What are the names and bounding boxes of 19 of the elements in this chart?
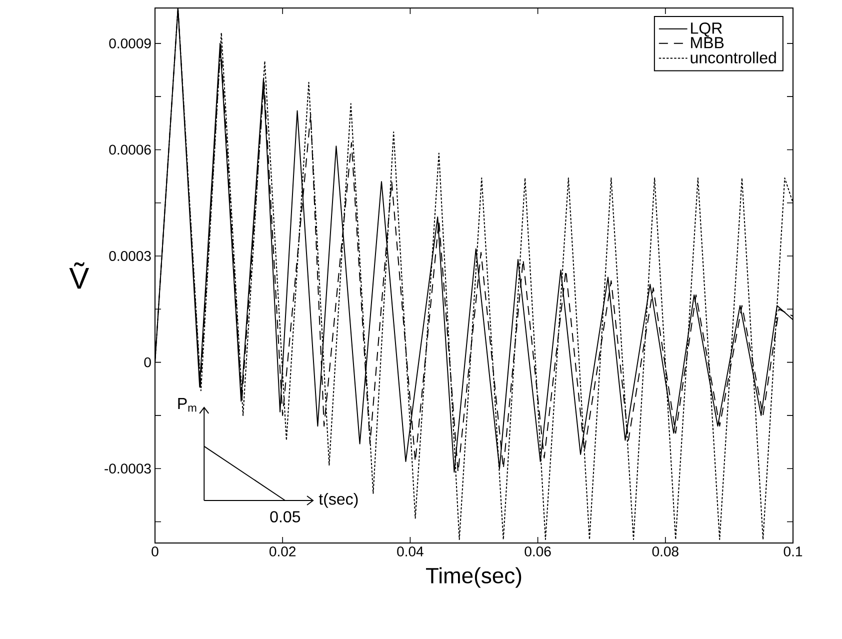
y-tick-label: 0 bbox=[144, 357, 151, 368]
y-tick-label: 0.0009 bbox=[109, 38, 151, 48]
x-axis-title: Time(sec) bbox=[426, 567, 522, 588]
legend-label: uncontrolled bbox=[690, 52, 776, 64]
x-tick-label: 0.06 bbox=[524, 546, 551, 556]
annotation: P$_{m}$ bbox=[178, 398, 196, 412]
legend-label: LQR bbox=[691, 22, 722, 37]
x-tick-label: 0.04 bbox=[397, 546, 424, 556]
y-tick-label: 0.0006 bbox=[109, 144, 151, 155]
y-tick-label: -0.0003 bbox=[104, 464, 151, 474]
x-tick-label: 0.1 bbox=[784, 546, 802, 556]
x-tick-label: 0 bbox=[152, 546, 158, 556]
x-tick-label: 0.08 bbox=[652, 546, 678, 556]
x-tick-label: 0.02 bbox=[270, 546, 296, 556]
y-axis-title: Ṽ bbox=[69, 262, 90, 289]
legend-label: MBB bbox=[691, 37, 724, 48]
annotation: 0.05 bbox=[270, 511, 300, 522]
annotation: t(sec) bbox=[318, 493, 358, 508]
y-tick-label: 0.0003 bbox=[109, 251, 151, 261]
